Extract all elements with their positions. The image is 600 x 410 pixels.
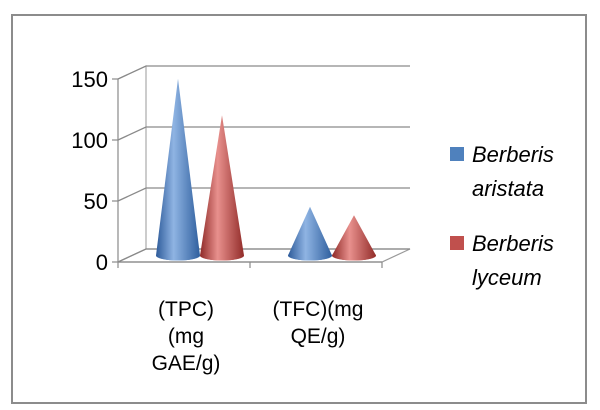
y-tick-label: 150 [71, 67, 108, 92]
chart-marks [156, 78, 376, 261]
cone-0-1 [200, 115, 244, 261]
legend-item: Berberis aristata [450, 142, 554, 201]
chart-frame: 0 50 100 150 (TPC) (mg GAE/g) (TFC)(mg QE/g) Be… [11, 14, 587, 404]
legend-swatch [450, 236, 464, 250]
cone-body [200, 115, 244, 261]
cone-0-0 [156, 78, 200, 261]
cone-1-1 [332, 215, 376, 261]
gridline [117, 126, 410, 141]
cone-body [288, 206, 332, 261]
legend-swatch [450, 147, 464, 161]
y-tick-label: 0 [96, 250, 108, 275]
legend-label: Berberis aristata [472, 142, 554, 201]
x-tick-label: (TFC)(mg QE/g) [273, 298, 364, 348]
legend: Berberis aristata Berberis lyceum [450, 142, 554, 290]
cone-1-0 [288, 206, 332, 261]
legend-item: Berberis lyceum [450, 231, 554, 290]
legend-label: Berberis lyceum [472, 231, 554, 290]
y-axis: 0 50 100 150 [71, 67, 119, 275]
cone-body [156, 78, 200, 261]
y-tick-label: 50 [84, 189, 108, 214]
cone-body [332, 215, 376, 261]
y-tick-label: 100 [71, 128, 108, 153]
chart: 0 50 100 150 (TPC) (mg GAE/g) (TFC)(mg QE/g) Be… [71, 65, 554, 375]
x-axis: (TPC) (mg GAE/g) (TFC)(mg QE/g) [117, 261, 383, 375]
gridline [117, 65, 410, 80]
x-tick-label: (TPC) (mg GAE/g) [152, 298, 221, 375]
side-wall [117, 65, 147, 263]
gridline [117, 187, 410, 202]
